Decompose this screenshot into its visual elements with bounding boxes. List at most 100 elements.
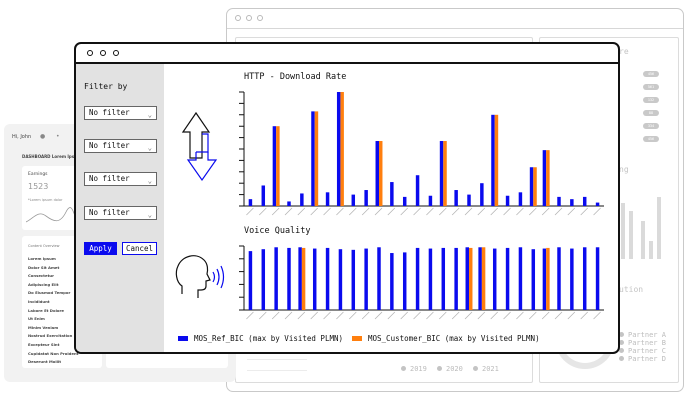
- window-dot-icon[interactable]: [113, 50, 119, 56]
- legend-item-customer: MOS_Customer_BIC (max by Visited PLMN): [352, 334, 540, 343]
- list-item: Labore Et Dolore: [28, 307, 64, 313]
- list-item: Dolor Sit Amet: [28, 264, 60, 270]
- x-tick: [271, 207, 280, 216]
- bar-mos-ref: [312, 248, 317, 310]
- list-item: Cupidatat Non Proident: [28, 350, 79, 356]
- list-item: Nostrud Exercitation: [28, 333, 73, 339]
- x-tick: [297, 207, 306, 216]
- window-dot-icon[interactable]: [100, 50, 106, 56]
- main-report-window: Filter by No filter ⌄ No filter ⌄ No fil…: [74, 42, 620, 354]
- bar-mos-ref: [375, 141, 379, 206]
- bar-mos-ref: [351, 194, 356, 206]
- value-pill: 334: [643, 123, 659, 129]
- bar-mos-ref: [595, 202, 600, 206]
- bar-mos-ref: [336, 92, 341, 206]
- list-item: Do Eiusmod Tempor: [28, 290, 71, 296]
- voice-chart-title: Voice Quality: [244, 226, 311, 236]
- year-legend-item: 2019: [401, 365, 427, 373]
- x-tick: [323, 311, 331, 320]
- bar-mos-customer: [494, 114, 499, 206]
- filter-select-value: No filter: [89, 108, 130, 117]
- partner-legend-item: Partner A: [619, 331, 666, 339]
- bar-mos-customer: [379, 141, 383, 206]
- bar-mos-customer: [301, 247, 306, 310]
- x-tick: [413, 311, 421, 320]
- speaking-head-icon: [175, 255, 225, 298]
- background-bar: [649, 241, 653, 259]
- bar-mos-ref: [492, 248, 497, 310]
- bar-mos-ref: [402, 252, 407, 310]
- x-tick: [336, 311, 344, 320]
- window-dot-icon: [257, 15, 263, 21]
- bar-mos-ref: [582, 247, 587, 310]
- x-tick: [554, 207, 563, 216]
- window-dot-icon[interactable]: [87, 50, 93, 56]
- x-tick: [349, 311, 357, 320]
- earnings-value: 1523: [28, 182, 49, 191]
- bar-mos-ref: [518, 192, 523, 206]
- cancel-button[interactable]: Cancel: [122, 242, 157, 255]
- legend-label-ref: MOS_Ref_BIC (max by Visited PLMN): [194, 334, 344, 343]
- x-tick: [593, 311, 601, 320]
- bar-mos-ref: [300, 193, 304, 206]
- bar-mos-ref: [272, 126, 277, 206]
- x-tick: [477, 311, 486, 320]
- x-tick: [451, 311, 460, 320]
- background-line-rows: [247, 359, 307, 371]
- window-dot-icon: [246, 15, 252, 21]
- earnings-note: *Lorem ipsum dolor: [28, 198, 63, 202]
- bar-mos-ref: [428, 248, 433, 310]
- x-tick: [580, 311, 588, 320]
- bar-mos-ref: [595, 247, 600, 310]
- x-tick: [310, 207, 318, 216]
- dashboard-subtitle: DASHBOARD Lorem Ipsum: [22, 154, 82, 159]
- x-tick: [374, 311, 383, 320]
- filter-select-1[interactable]: No filter ⌄: [84, 106, 157, 120]
- x-tick: [336, 207, 344, 216]
- bar-mos-customer: [546, 150, 550, 206]
- bar-mos-ref: [311, 111, 315, 206]
- x-tick: [413, 207, 421, 216]
- bar-mos-customer: [546, 247, 550, 310]
- x-tick: [503, 311, 511, 320]
- legend-swatch-ref: [178, 336, 188, 341]
- bar-mos-ref: [287, 201, 291, 206]
- bar-mos-ref: [542, 150, 547, 206]
- filter-select-4[interactable]: No filter ⌄: [84, 206, 157, 220]
- apply-button[interactable]: Apply: [84, 242, 117, 255]
- filter-select-3[interactable]: No filter ⌄: [84, 172, 157, 186]
- bar-mos-ref: [542, 248, 547, 310]
- x-tick: [516, 207, 524, 216]
- x-tick: [387, 311, 396, 320]
- x-tick: [567, 311, 576, 320]
- filter-select-2[interactable]: No filter ⌄: [84, 139, 157, 153]
- x-tick: [593, 207, 601, 216]
- x-tick: [464, 311, 473, 320]
- x-tick: [374, 207, 383, 216]
- bar-mos-ref: [390, 182, 394, 206]
- filter-select-value: No filter: [89, 174, 130, 183]
- chevron-down-icon: ⌄: [147, 177, 152, 185]
- x-tick: [246, 311, 254, 320]
- bar-mos-ref: [570, 199, 574, 206]
- side-panel-heading: ng: [619, 165, 629, 174]
- x-tick: [490, 311, 498, 320]
- voice-quality-chart: [239, 245, 604, 320]
- bar-mos-ref: [364, 248, 368, 310]
- bar-mos-ref: [402, 196, 407, 206]
- x-tick: [464, 207, 473, 216]
- filter-title: Filter by: [84, 82, 128, 91]
- bar-mos-customer: [533, 167, 537, 206]
- bar-mos-ref: [377, 247, 381, 310]
- filter-select-value: No filter: [89, 141, 130, 150]
- bar-mos-customer: [443, 141, 447, 206]
- bar-mos-ref: [351, 249, 356, 310]
- bar-mos-ref: [428, 195, 433, 206]
- bar-mos-ref: [415, 175, 420, 206]
- x-tick: [259, 311, 267, 320]
- filter-sidebar: Filter by No filter ⌄ No filter ⌄ No fil…: [76, 64, 164, 352]
- x-tick: [567, 207, 576, 216]
- x-tick: [246, 207, 254, 216]
- bar-mos-customer: [469, 247, 473, 310]
- x-tick: [349, 207, 357, 216]
